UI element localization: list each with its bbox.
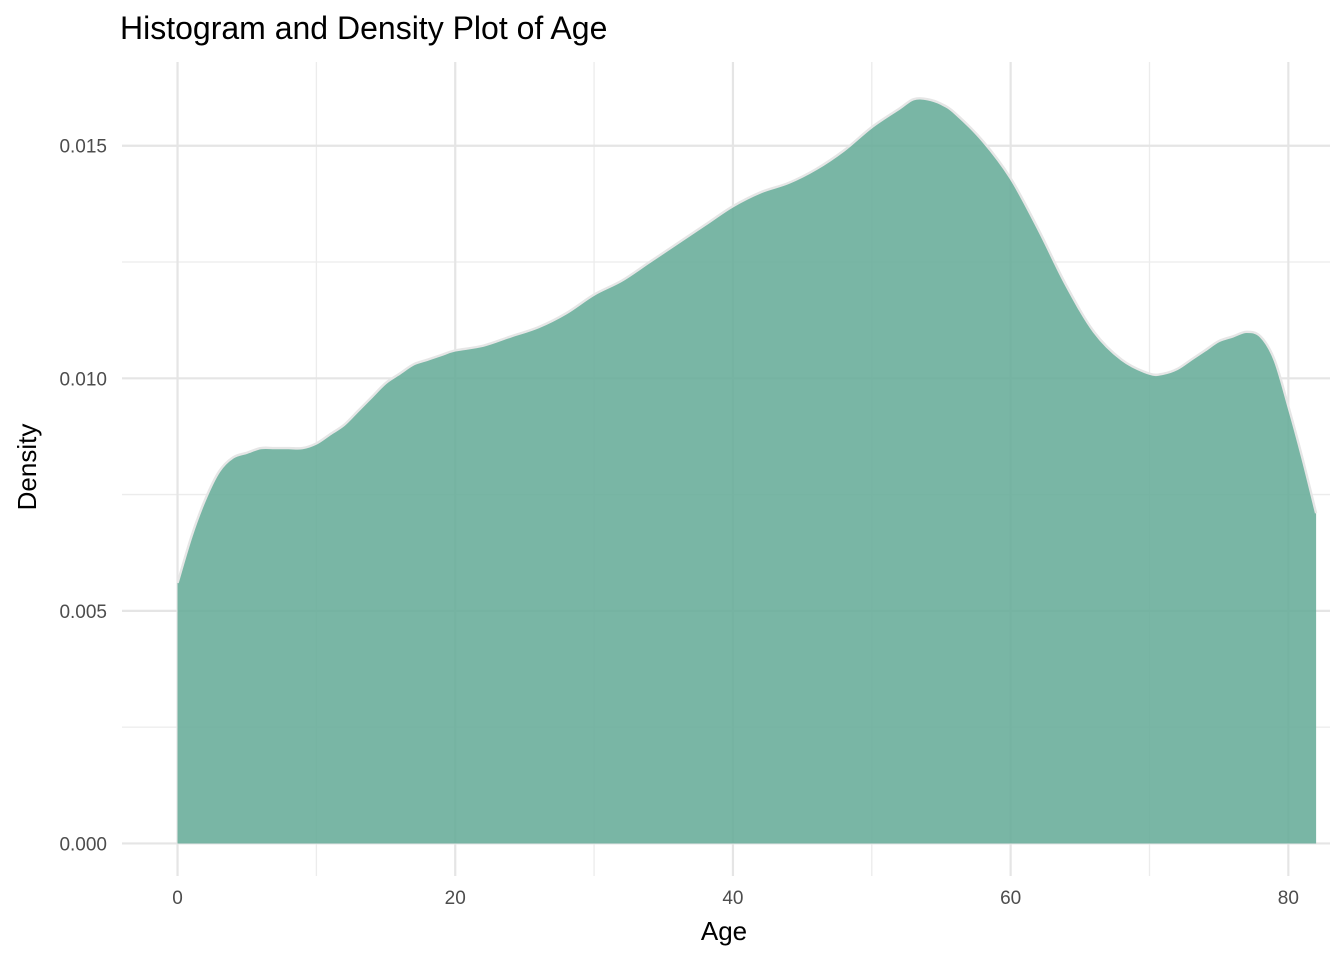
y-tick-label: 0.000 [59,834,107,855]
density-area-layer [176,97,1318,844]
density-area [177,98,1317,844]
x-tick-label: 40 [722,888,743,909]
chart-title: Histogram and Density Plot of Age [120,10,607,46]
density-curve [176,97,1318,584]
y-tick-label: 0.015 [59,137,107,158]
x-tick-label: 0 [172,888,183,909]
x-tick-label: 20 [445,888,466,909]
y-tick-label: 0.010 [59,369,107,390]
tick-labels: 0 20 40 60 80 0.000 0.005 0.010 0.015 [59,137,1298,909]
x-tick-label: 80 [1278,888,1299,909]
y-axis-title: Density [12,424,42,511]
y-tick-label: 0.005 [59,602,107,623]
x-tick-label: 60 [1000,888,1021,909]
x-axis-title: Age [701,916,747,946]
